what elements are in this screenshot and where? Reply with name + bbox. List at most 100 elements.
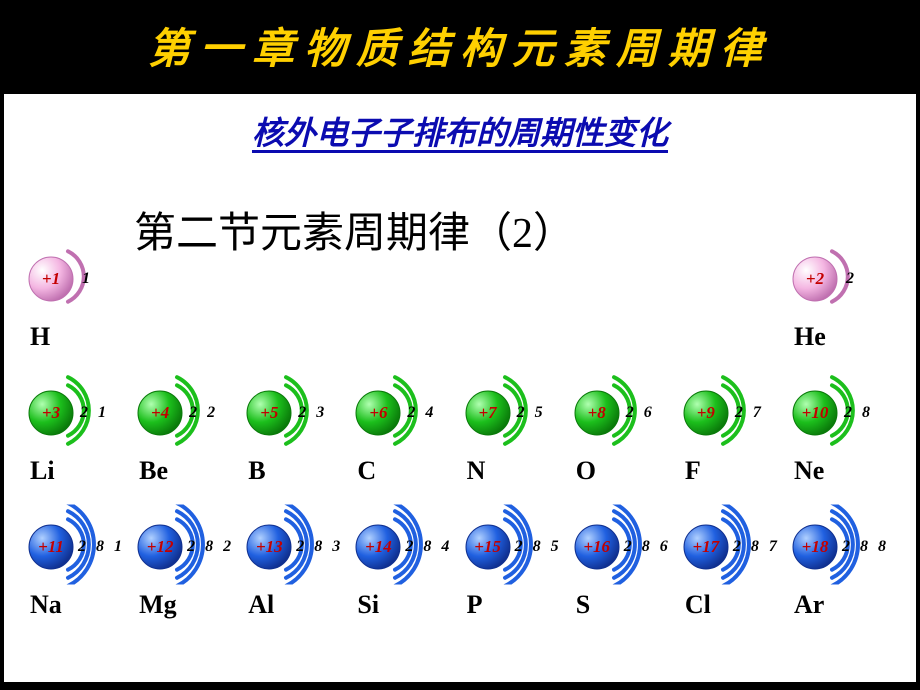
nucleus: +18 — [792, 524, 838, 570]
nucleus: +13 — [246, 524, 292, 570]
element-H: +1 1 H — [28, 240, 132, 352]
element-Al: +13 2 8 3 Al — [246, 508, 350, 620]
element-symbol: Na — [30, 590, 62, 620]
atom-diagram: +112 8 1 — [28, 508, 132, 586]
shell-electron-counts: 2 8 4 — [405, 538, 452, 556]
shell-electron-counts: 2 1 — [80, 404, 109, 422]
period-row-2: +32 1Li +42 2Be +52 3B +62 — [4, 374, 916, 486]
atomic-number: +16 — [583, 537, 610, 557]
element-symbol: Li — [30, 456, 55, 486]
nucleus: +16 — [574, 524, 620, 570]
element-B: +5 2 3 B — [246, 374, 350, 486]
shell-electron-counts: 2 8 3 — [296, 538, 343, 556]
element-symbol: Al — [248, 590, 274, 620]
element-symbol: P — [467, 590, 483, 620]
shell-electron-counts: 2 4 — [407, 404, 436, 422]
element-symbol: Ar — [794, 590, 824, 620]
section-title: 第二节元素周期律（2） — [134, 199, 575, 260]
atom-diagram: +18 2 8 8 — [792, 508, 896, 586]
element-Be: +42 2 Be — [137, 374, 241, 486]
atom-diagram: +9 2 7 — [683, 374, 787, 452]
element-symbol: N — [467, 456, 486, 486]
shell-electron-counts: 2 5 — [517, 404, 546, 422]
shell-electron-counts: 2 3 — [298, 404, 327, 422]
shell-electron-counts: 2 7 — [735, 404, 764, 422]
element-symbol: Mg — [139, 590, 177, 620]
atom-diagram: +14 2 8 4 — [355, 508, 459, 586]
nucleus: +11 — [28, 524, 74, 570]
nucleus: +15 — [465, 524, 511, 570]
element-symbol: Cl — [685, 590, 711, 620]
nucleus: +3 — [28, 390, 74, 436]
atomic-number: +6 — [369, 403, 387, 423]
atom-diagram: +7 2 5 — [465, 374, 569, 452]
shell-electron-counts: 2 8 7 — [733, 538, 780, 556]
shell-electron-counts: 2 8 — [844, 404, 873, 422]
atom-diagram: +6 2 4 — [355, 374, 459, 452]
element-Li: +3 2 1 Li — [28, 374, 132, 486]
atomic-number: +18 — [802, 537, 829, 557]
element-symbol: H — [30, 322, 50, 352]
element-symbol: Ne — [794, 456, 824, 486]
atom-diagram: +42 2 — [137, 374, 241, 452]
content-area: 核外电子子排布的周期性变化 第二节元素周期律（2） +1 1 H +2 2 He — [4, 94, 916, 682]
shell-electron-counts: 2 8 2 — [187, 538, 234, 556]
atomic-number: +13 — [256, 537, 283, 557]
atom-diagram: +13 2 8 3 — [246, 508, 350, 586]
shell-electron-counts: 1 — [82, 270, 93, 288]
shell-electron-counts: 2 8 8 — [842, 538, 889, 556]
shell-electron-counts: 2 — [846, 270, 857, 288]
shell-electron-counts: 2 8 6 — [624, 538, 671, 556]
element-symbol: O — [576, 456, 596, 486]
atomic-number: +12 — [147, 537, 174, 557]
shell-electron-counts: 2 8 1 — [78, 538, 125, 556]
atomic-number: +7 — [478, 403, 496, 423]
element-F: +92 7F — [683, 374, 787, 486]
element-symbol: B — [248, 456, 265, 486]
atom-diagram: +12 2 8 2 — [137, 508, 241, 586]
atomic-number: +10 — [802, 403, 829, 423]
element-C: +6 2 4 C — [355, 374, 459, 486]
nucleus: +5 — [246, 390, 292, 436]
element-He: +2 2 He — [792, 240, 896, 352]
nucleus: +7 — [465, 390, 511, 436]
diagram-subtitle: 核外电子子排布的周期性变化 — [4, 94, 916, 164]
element-Mg: +12 2 8 2 Mg — [137, 508, 241, 620]
atomic-number: +3 — [42, 403, 60, 423]
period-row-3: +112 8 1 Na +12 2 8 2 Mg +13 2 8 3 Al — [4, 508, 916, 620]
element-symbol: C — [357, 456, 376, 486]
atom-diagram: +16 2 8 6 — [574, 508, 678, 586]
nucleus: +2 — [792, 256, 838, 302]
atomic-number: +9 — [697, 403, 715, 423]
element-Na: +112 8 1 Na — [28, 508, 132, 620]
element-Si: +142 8 4Si — [355, 508, 459, 620]
nucleus: +8 — [574, 390, 620, 436]
atom-diagram: +1 1 — [28, 240, 132, 318]
atomic-number: +14 — [365, 537, 392, 557]
chapter-title: 第一章物质结构元素周期律 — [0, 0, 920, 86]
element-symbol: S — [576, 590, 590, 620]
atom-diagram: +2 2 — [792, 240, 896, 318]
element-Cl: +172 8 7 Cl — [683, 508, 787, 620]
element-O: +8 2 6 O — [574, 374, 678, 486]
atomic-number: +1 — [42, 269, 60, 289]
nucleus: +12 — [137, 524, 183, 570]
atom-diagram: +172 8 7 — [683, 508, 787, 586]
shell-electron-counts: 2 8 5 — [515, 538, 562, 556]
element-symbol: He — [794, 322, 826, 352]
atom-diagram: +10 2 8 — [792, 374, 896, 452]
atomic-number: +8 — [588, 403, 606, 423]
element-Ar: +18 2 8 8 Ar — [792, 508, 896, 620]
atomic-number: +4 — [151, 403, 169, 423]
atom-diagram: +8 2 6 — [574, 374, 678, 452]
atomic-number: +5 — [260, 403, 278, 423]
nucleus: +14 — [355, 524, 401, 570]
atom-diagram: +3 2 1 — [28, 374, 132, 452]
shell-electron-counts: 2 6 — [626, 404, 655, 422]
element-N: +7 2 5 N — [465, 374, 569, 486]
element-P: +152 8 5 P — [465, 508, 569, 620]
element-symbol: Be — [139, 456, 168, 486]
nucleus: +17 — [683, 524, 729, 570]
atom-diagram: +152 8 5 — [465, 508, 569, 586]
atom-diagram: +5 2 3 — [246, 374, 350, 452]
